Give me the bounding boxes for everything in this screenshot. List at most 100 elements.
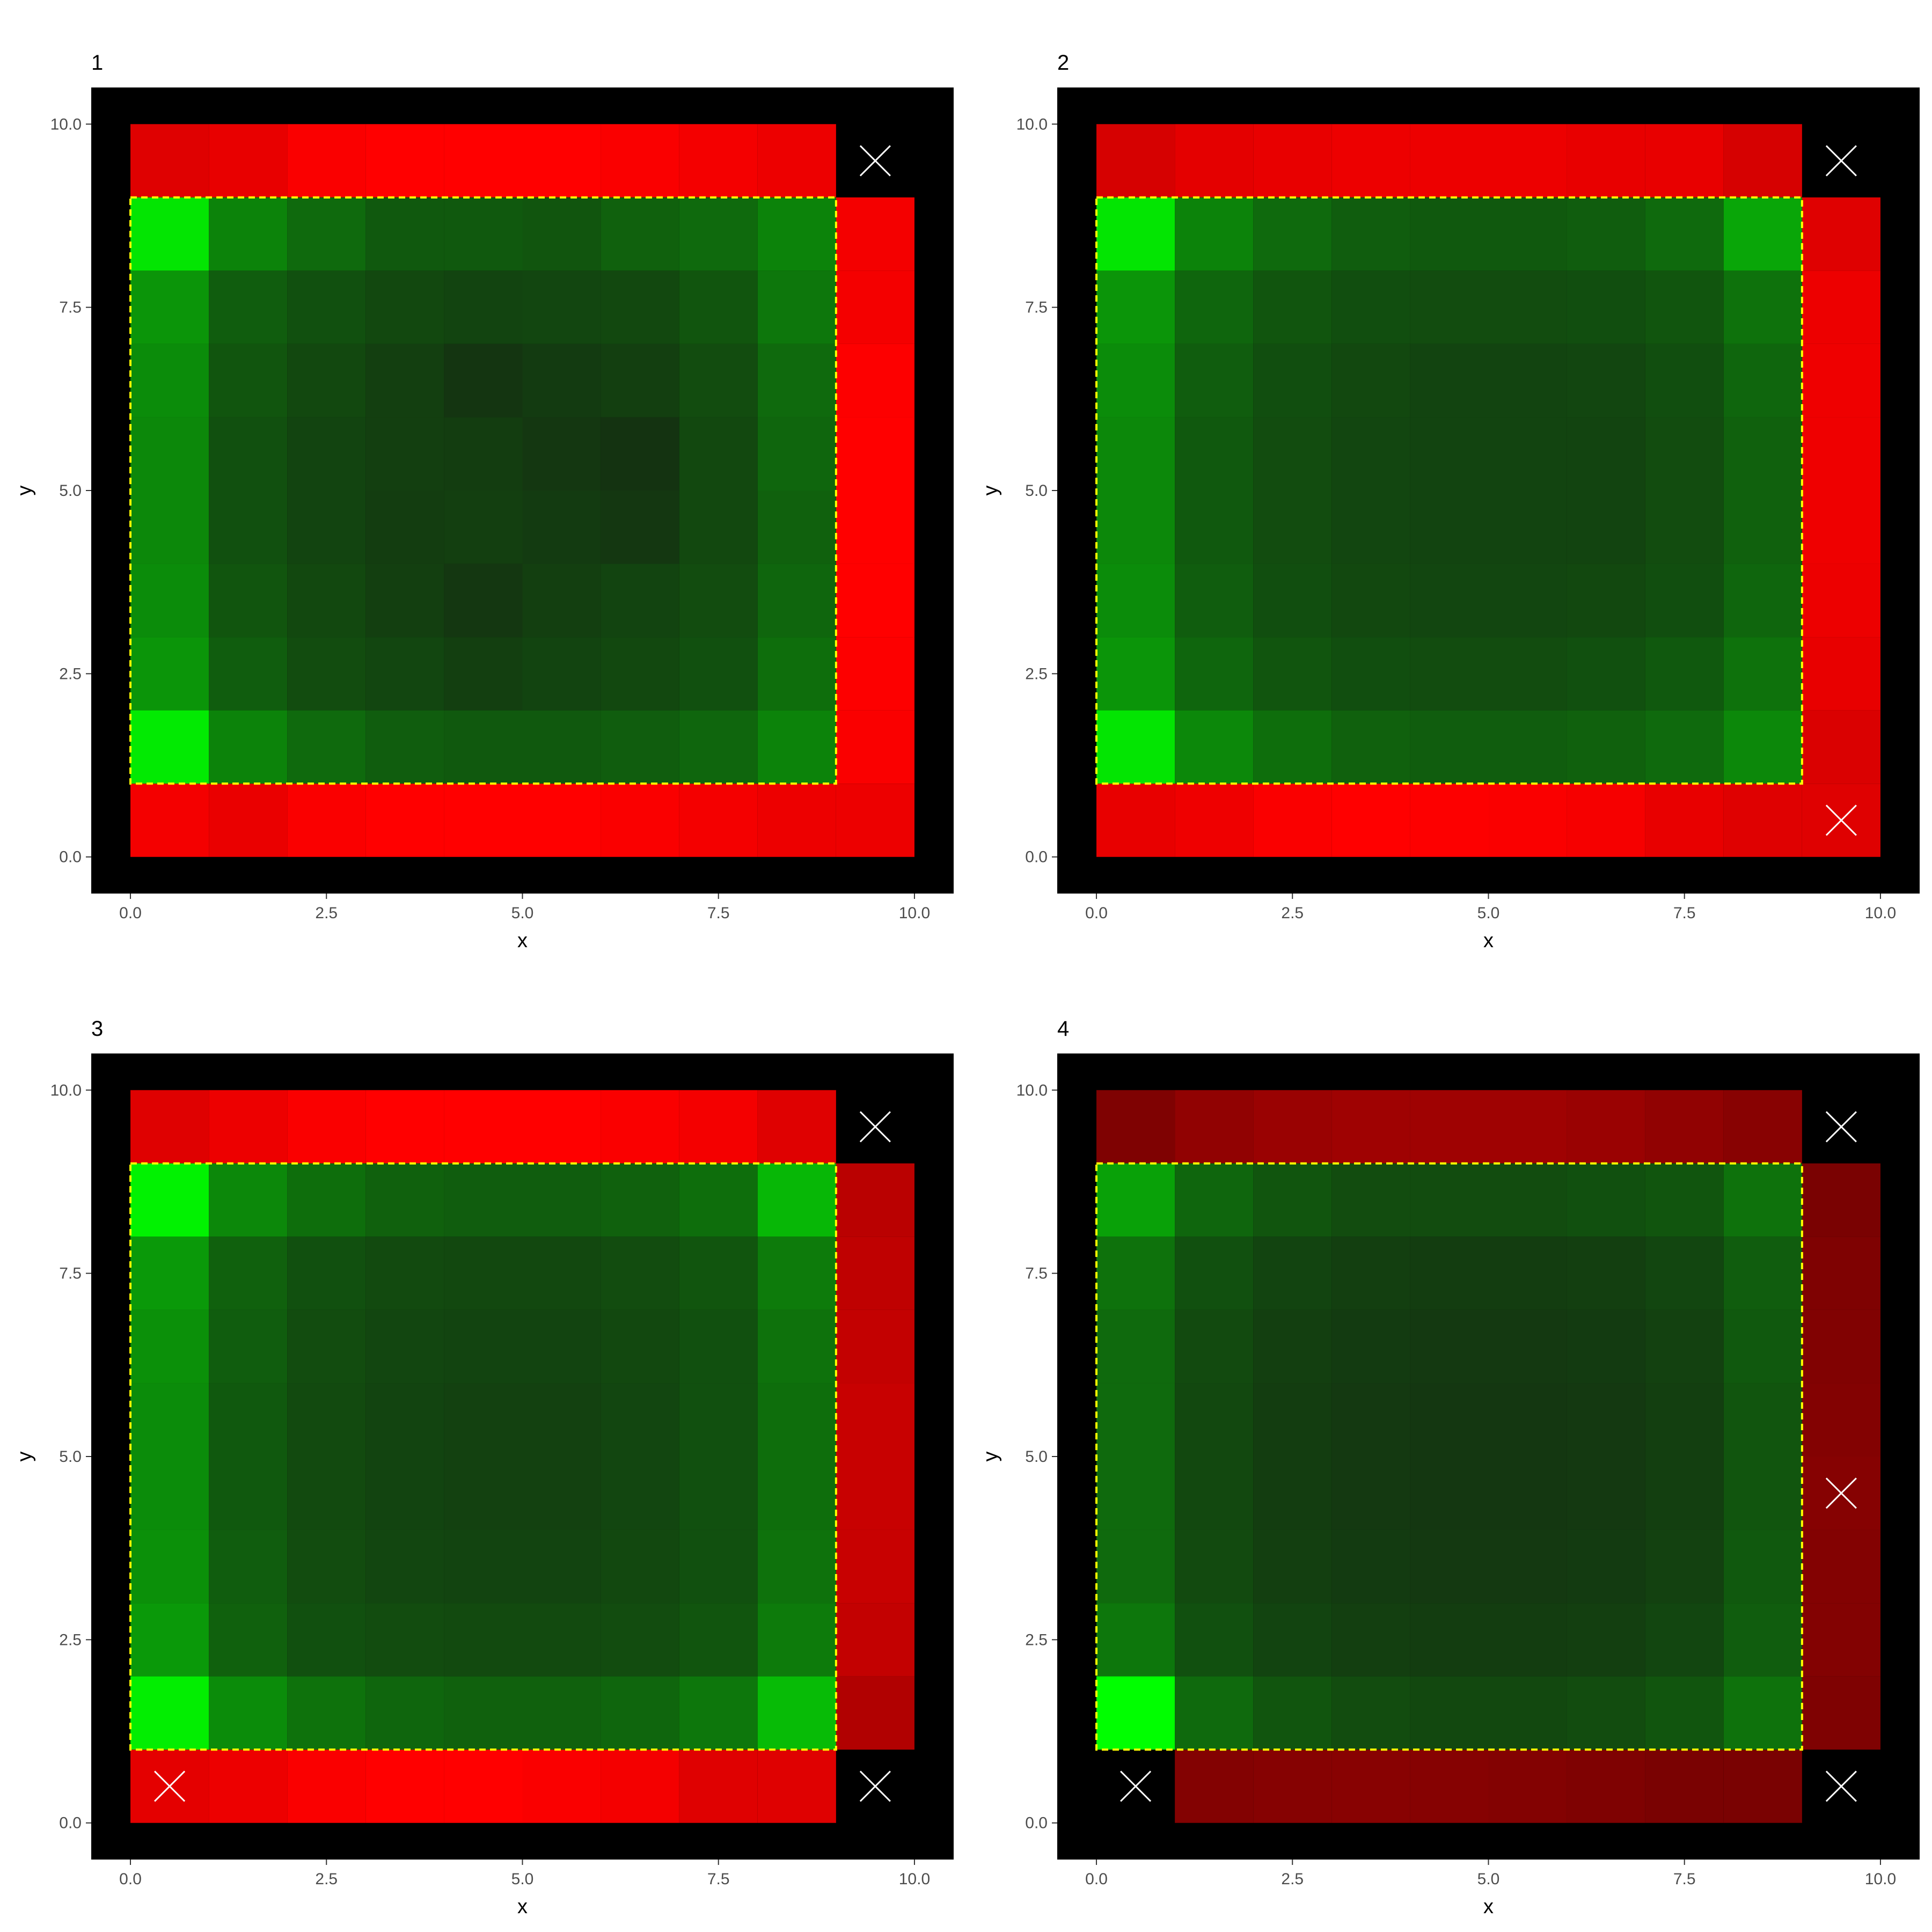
heat-cell-red [757,124,836,197]
heat-cell-green [1410,637,1489,711]
heat-cell-green [444,1529,523,1604]
heat-cell-green [1096,1529,1175,1604]
cross-marker [1825,145,1857,177]
heat-cell-green [365,564,444,638]
x-tick-label: 0.0 [1085,904,1108,922]
heat-cell-red [1802,197,1880,271]
heat-cell-red [130,124,209,197]
heat-cell-green [1410,1676,1489,1750]
heat-cell-green [1723,1383,1802,1457]
heat-cell-red [1253,784,1332,857]
heat-cell-green [1253,1603,1332,1677]
heat-cell-green [1331,417,1410,491]
heat-cell-green [1096,1236,1175,1310]
x-tick-label: 7.5 [707,1870,730,1888]
heat-cell-green [1567,197,1645,271]
heat-cell-green [130,637,209,711]
heat-cell-green [1645,1457,1724,1530]
heat-cell-red [1331,784,1410,857]
heat-cell-red [1410,124,1489,197]
y-tick-label: 5.0 [1025,1448,1048,1466]
heat-cell-green [757,710,836,784]
heat-cell-green [1488,1236,1567,1310]
heat-cell-green [601,417,679,491]
heat-cell-green [1253,1529,1332,1604]
heat-cell-green [1645,564,1724,638]
heat-cell-green [209,1457,288,1530]
heat-cell-red [1488,784,1567,857]
x-tick-label: 7.5 [1673,1870,1696,1888]
heat-cell-red [1096,784,1175,857]
y-tick-label: 7.5 [59,299,82,317]
heat-cell-green [1723,1457,1802,1530]
heat-cell-green [1567,1236,1645,1310]
heat-cell-green [444,343,523,418]
heat-cell-red [444,1090,523,1163]
y-tick-label: 5.0 [1025,482,1048,500]
heat-cell-green [679,197,758,271]
heat-cell-green [444,197,523,271]
heat-cell-green [1175,637,1254,711]
y-axis-label: y [979,1452,1002,1462]
heat-cell-green [1567,1383,1645,1457]
panel-4: 4 0.0 0.0 2.5 2.5 5.0 5.0 7.5 7.5 10.0 10.0 x y [979,1017,1920,1918]
heat-cell-red [522,1750,601,1823]
heat-cell-green [1096,1457,1175,1530]
heat-cell-green [1410,1163,1489,1237]
heat-cell-red [1410,1090,1489,1163]
heat-cell-green [1567,710,1645,784]
heat-cell-red [130,1090,209,1163]
heat-cell-red [1175,1750,1254,1823]
heat-cell-red [1331,1750,1410,1823]
heat-cell-green [522,1603,601,1677]
heat-cell-green [130,417,209,491]
heat-cell-green [1488,1676,1567,1750]
heat-cell-green [601,270,679,344]
heat-cell-green [679,1457,758,1530]
heat-cell-green [1645,417,1724,491]
heat-cell-green [1723,197,1802,271]
heat-cell-green [1331,1309,1410,1384]
heat-cell-green [209,710,288,784]
heat-cell-red [836,1676,914,1750]
heat-cell-red [1175,1090,1254,1163]
heat-cell-green [522,197,601,271]
heat-cell-red [836,1457,914,1530]
heat-cell-green [130,564,209,638]
heat-cell-green [1567,1603,1645,1677]
x-tick-label: 5.0 [1477,1870,1500,1888]
heat-cell-red [444,124,523,197]
heat-cell-green [1645,197,1724,271]
heat-cell-green [1567,270,1645,344]
x-tick-label: 2.5 [315,904,338,922]
y-tick-label: 0.0 [59,848,82,866]
heat-cell-green [1567,417,1645,491]
heat-cell-green [1410,491,1489,564]
heat-cell-green [209,1163,288,1237]
heat-cell-red [287,784,366,857]
panel-title: 1 [91,51,103,75]
heat-cell-green [757,1309,836,1384]
heat-cell-green [1488,491,1567,564]
heat-cell-green [365,491,444,564]
heat-cell-green [1096,1676,1175,1750]
heat-cell-green [209,343,288,418]
heat-cell-green [757,1236,836,1310]
heat-cell-green [522,1163,601,1237]
heat-cell-red [130,784,209,857]
heat-cell-green [365,637,444,711]
heat-cell-green [1175,1457,1254,1530]
heat-cell-red [1802,1676,1880,1750]
heat-cell-red [836,784,914,857]
heat-cell-green [1331,343,1410,418]
heat-cell-green [601,197,679,271]
heat-cell-green [1488,417,1567,491]
heat-cell-green [757,343,836,418]
heat-cell-red [601,784,679,857]
x-axis-label: x [517,1896,528,1918]
heat-cell-green [601,637,679,711]
heat-cell-green [1723,1309,1802,1384]
panel-2: 2 0.0 0.0 2.5 2.5 5.0 5.0 7.5 7.5 10.0 10.0 x y [979,51,1920,952]
heat-cell-red [1802,564,1880,638]
x-tick-label: 2.5 [315,1870,338,1888]
